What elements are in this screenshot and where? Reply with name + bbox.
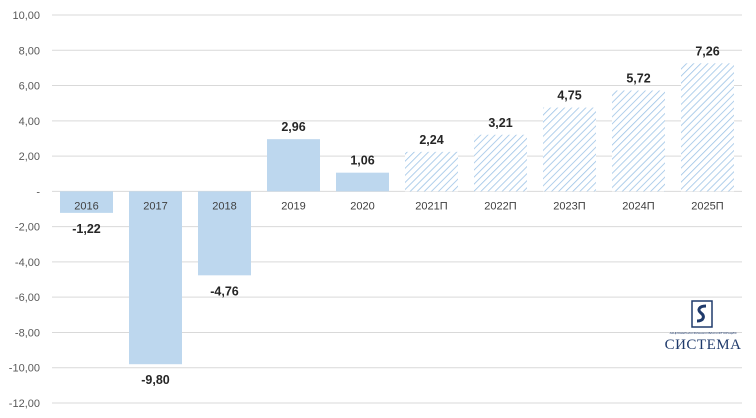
data-label: 3,21 [488,116,512,130]
y-tick-label: 4,00 [19,116,40,128]
y-tick-label: 10,00 [12,10,40,22]
bar-2021П [405,151,458,192]
category-label: 2017 [143,200,167,212]
bar-2016 [60,191,113,213]
category-label: 2023П [553,200,585,212]
data-label: -4,76 [210,284,239,298]
y-tick-label: -8,00 [15,327,40,339]
y-tick-label: - [36,186,40,198]
sistema-logo-icon [691,300,713,328]
logo-name: СИСТЕМА [664,337,742,353]
bar-2025П [681,63,734,192]
y-tick-label: -10,00 [9,363,40,375]
logo-subtitle: АКЦИОНЕРНАЯ ФИНАНСОВАЯ КОРПОРАЦИЯ [669,331,737,335]
data-label: 7,26 [695,44,719,58]
y-tick-label: -2,00 [15,222,40,234]
category-label: 2020 [350,200,374,212]
y-tick-label: 2,00 [19,151,40,163]
bars [60,63,734,365]
category-label: 2018 [212,200,236,212]
data-labels: -1,22 -9,80 -4,76 2,96 1,06 2,24 3,21 4,75 5,72 7… [72,44,719,387]
y-tick-label: -6,00 [15,292,40,304]
data-label: 1,06 [350,154,374,168]
y-tick-label: -12,00 [9,398,40,410]
data-label: 4,75 [557,89,581,103]
data-label: 2,96 [281,120,305,134]
category-label: 2024П [622,200,654,212]
category-label: 2022П [484,200,516,212]
category-labels: 2016 2017 2018 2019 2020 2021П 2022П 2023П 2024П… [74,200,724,212]
category-label: 2019 [281,200,305,212]
bar-2023П [543,107,596,192]
y-axis: 10,00 8,00 6,00 4,00 2,00 - -2,00 -4,00 -6,00 -8,… [9,10,41,410]
data-label: 5,72 [626,71,650,85]
data-label: -1,22 [72,222,101,236]
data-label: -9,80 [141,373,170,387]
bar-2017 [129,191,182,365]
y-tick-label: -4,00 [15,257,40,269]
bar-2022П [474,134,527,192]
bar-2019 [267,139,320,192]
category-label: 2021П [415,200,447,212]
sistema-logo: АКЦИОНЕРНАЯ ФИНАНСОВАЯ КОРПОРАЦИЯ СИСТЕМ… [658,300,748,358]
y-tick-label: 6,00 [19,81,40,93]
data-label: 2,24 [419,133,443,147]
bar-2024П [612,90,665,192]
category-label: 2025П [691,200,723,212]
y-tick-label: 8,00 [19,45,40,57]
category-label: 2016 [74,200,98,212]
bar-2020 [336,172,389,192]
bar-2018 [198,191,251,276]
